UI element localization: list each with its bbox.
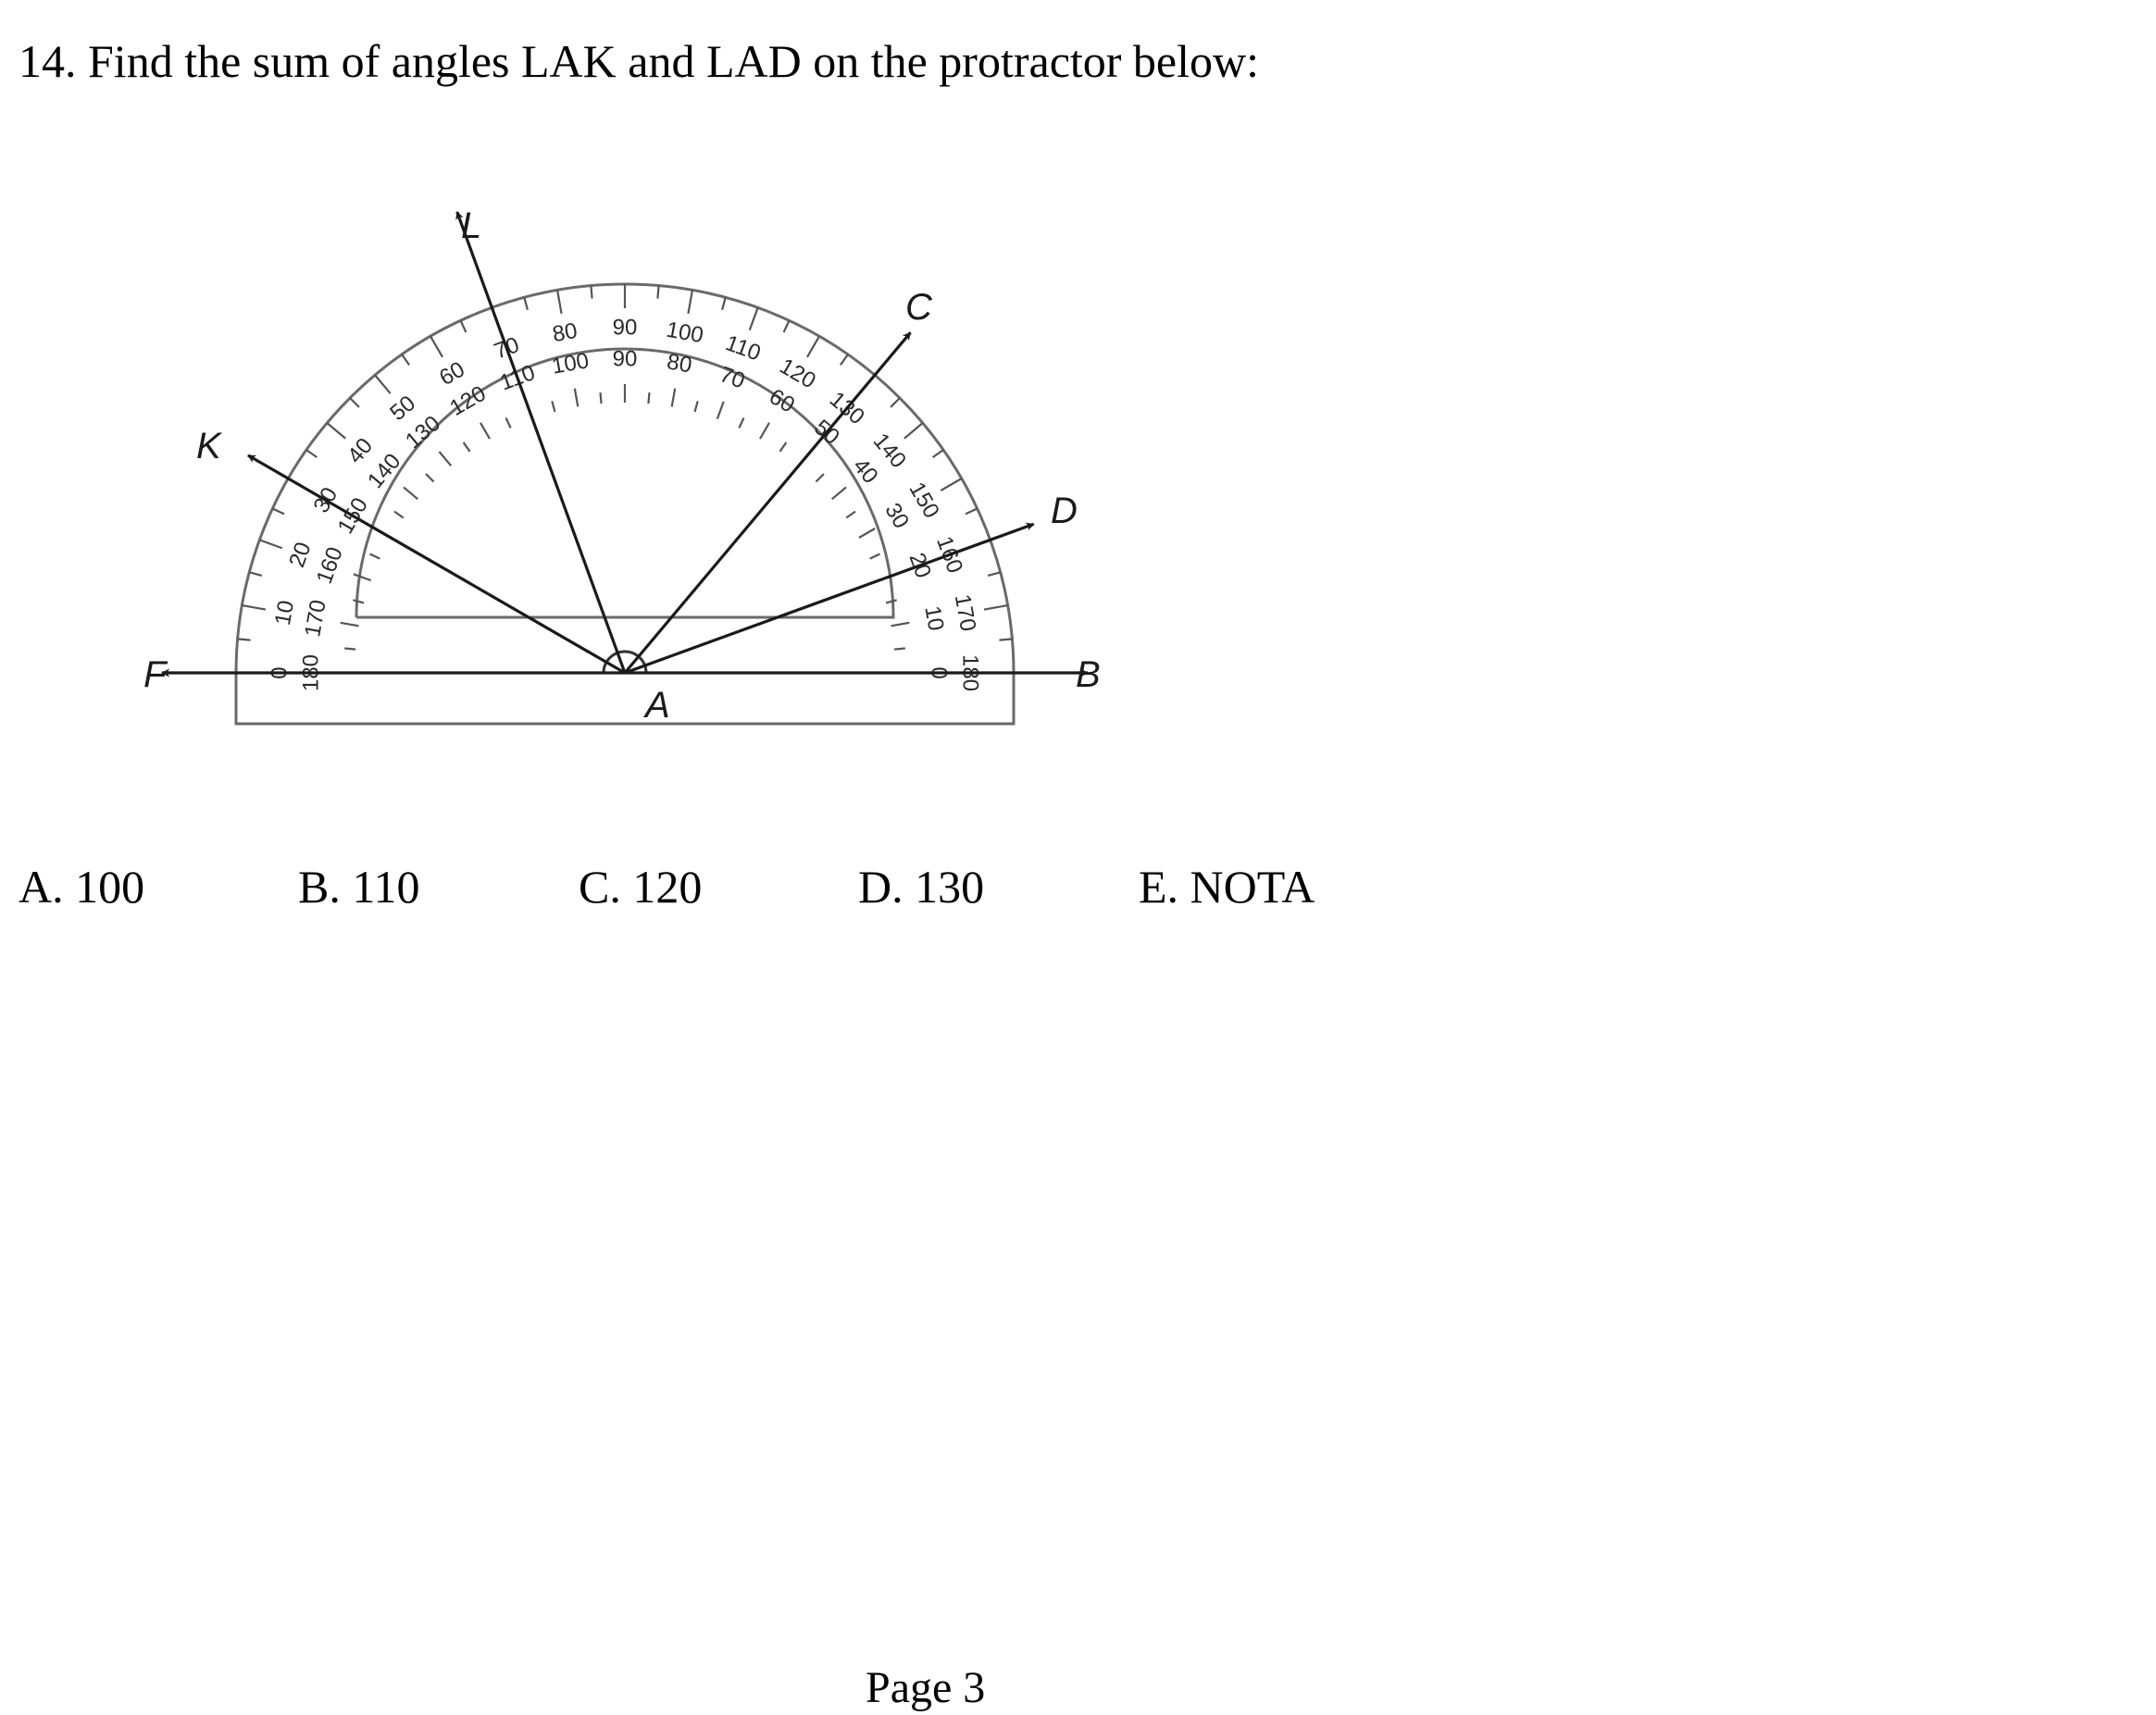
inner-tick [830, 486, 847, 501]
scale-label: 80 [665, 349, 693, 378]
outer-tick [271, 507, 285, 516]
inner-tick [845, 510, 856, 519]
inner-tick [353, 573, 371, 582]
outer-tick [401, 354, 411, 367]
inner-tick [759, 422, 770, 440]
inner-tick [885, 599, 897, 604]
inner-tick [403, 486, 419, 501]
label-K: K [196, 426, 223, 466]
outer-tick [999, 638, 1013, 641]
inner-tick [716, 401, 725, 419]
inner-tick [425, 473, 435, 483]
inner-tick [505, 417, 512, 429]
outer-tick [430, 335, 443, 358]
scale-label: 60 [435, 356, 469, 391]
outer-tick [237, 638, 251, 641]
scale-label: 90 [613, 346, 638, 371]
scale-label: 40 [343, 433, 378, 468]
inner-tick [869, 553, 880, 560]
outer-tick [940, 478, 963, 491]
inner-tick [551, 401, 556, 413]
inner-tick [647, 392, 651, 404]
outer-tick [555, 290, 563, 315]
outer-tick [249, 571, 263, 577]
choice-c[interactable]: C. 120 [579, 861, 703, 913]
choice-b[interactable]: B. 110 [298, 861, 420, 913]
inner-tick [393, 510, 405, 519]
inner-tick [344, 647, 356, 651]
choice-a[interactable]: A. 100 [19, 861, 145, 913]
choice-d[interactable]: D. 130 [858, 861, 985, 913]
ray-AD [624, 522, 1035, 675]
scale-label: 20 [284, 539, 317, 570]
inner-tick [693, 401, 699, 413]
ray-AL [455, 211, 627, 674]
outer-tick [839, 354, 849, 367]
page-number: Page 3 [866, 1663, 986, 1712]
label-C: C [905, 287, 933, 328]
label-A: A [643, 685, 670, 726]
scale-label: 50 [385, 391, 420, 426]
scale-label: 170 [300, 598, 331, 639]
outer-tick [806, 335, 820, 358]
outer-tick [374, 374, 392, 394]
scale-label: 10 [919, 604, 948, 633]
inner-tick [670, 388, 677, 407]
inner-tick [599, 392, 603, 404]
inner-tick [573, 388, 580, 407]
label-B: B [1076, 654, 1101, 695]
scale-label: 80 [551, 318, 580, 347]
inner-tick [353, 599, 365, 604]
protractor-inner-arc [355, 347, 895, 619]
outer-tick [965, 507, 978, 516]
outer-tick [904, 422, 924, 440]
scale-label: 110 [722, 330, 764, 366]
scale-label: 10 [270, 599, 299, 628]
question-text: 14. Find the sum of angles LAK and LAD o… [19, 35, 1260, 87]
outer-tick [890, 397, 901, 408]
inner-tick [858, 528, 876, 539]
outer-tick [656, 285, 660, 299]
outer-tick [748, 306, 759, 331]
scale-label: 90 [613, 315, 638, 340]
outer-tick [782, 319, 791, 333]
inner-tick [369, 553, 380, 560]
inner-tick [438, 451, 453, 467]
ray-AC [623, 331, 912, 675]
scale-label: 170 [950, 592, 981, 633]
choice-e[interactable]: E. NOTA [1139, 861, 1315, 913]
outer-tick [931, 449, 944, 459]
outer-tick [305, 449, 318, 459]
protractor-figure: 0102030405060708090100110120130140150160… [130, 199, 1111, 759]
outer-tick [523, 297, 529, 311]
outer-tick [987, 571, 1001, 577]
outer-tick [687, 290, 694, 315]
scale-label: 160 [312, 544, 348, 588]
outer-tick [459, 319, 467, 333]
label-D: D [1051, 491, 1078, 531]
outer-tick [983, 603, 1008, 611]
outer-tick [590, 285, 593, 299]
inner-tick [738, 417, 745, 429]
inner-tick [480, 422, 491, 440]
outer-tick [326, 422, 346, 440]
ray-AK [247, 454, 626, 675]
scale-label: 60 [765, 384, 799, 418]
outer-tick [721, 297, 727, 311]
label-L: L [461, 205, 481, 246]
scale-label: 30 [879, 499, 914, 533]
inner-tick [891, 621, 910, 628]
inner-tick [462, 441, 471, 453]
scale-label: 40 [848, 454, 883, 489]
label-F: F [143, 654, 168, 695]
inner-tick [340, 621, 359, 628]
inner-tick [815, 473, 825, 483]
inner-tick [779, 441, 788, 453]
inner-tick [893, 647, 905, 651]
outer-tick [349, 397, 360, 408]
scale-label: 100 [665, 317, 705, 349]
outer-tick [258, 539, 283, 550]
outer-tick [242, 603, 267, 611]
scale-label: 100 [550, 348, 591, 379]
